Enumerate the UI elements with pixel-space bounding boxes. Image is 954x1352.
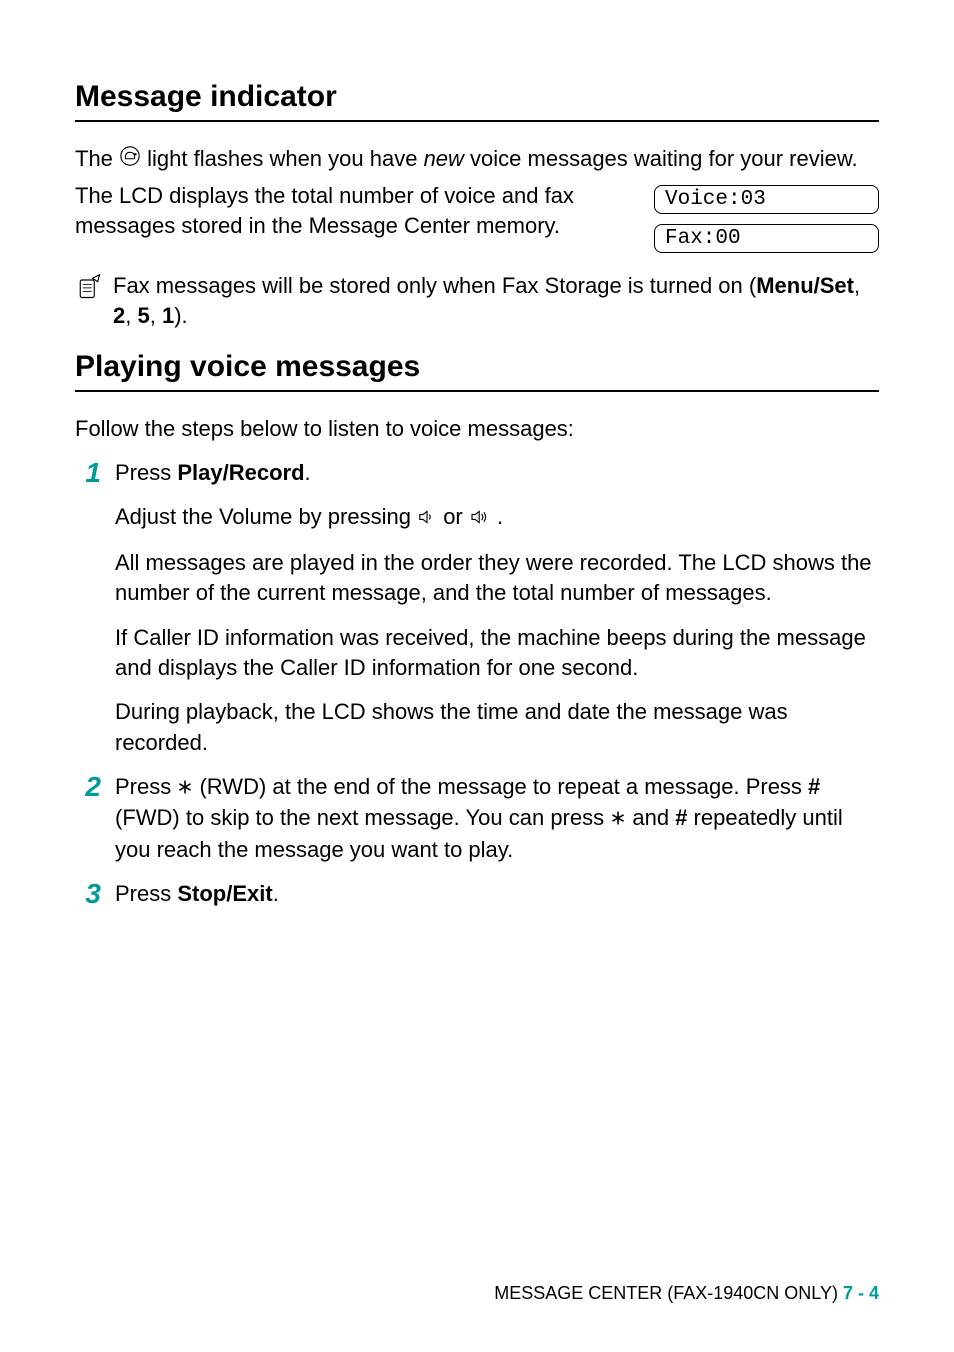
step1-line1: Press Play/Record. bbox=[115, 458, 879, 488]
note-2: 2 bbox=[113, 303, 125, 328]
intro-text-b: light flashes when you have bbox=[147, 146, 423, 171]
text: Press bbox=[115, 881, 177, 906]
note-row: Fax messages will be stored only when Fa… bbox=[75, 271, 879, 330]
lcd-display-voice: Voice:03 bbox=[654, 185, 879, 214]
note-sep2: , bbox=[125, 303, 137, 328]
intro-paragraph: The light flashes when you have new voic… bbox=[75, 144, 879, 175]
note-icon bbox=[75, 273, 103, 307]
star-key-icon bbox=[610, 804, 626, 834]
note-menuset: Menu/Set bbox=[756, 273, 854, 298]
text: . bbox=[497, 504, 503, 529]
text: . bbox=[273, 881, 279, 906]
note-sep3: , bbox=[150, 303, 162, 328]
play-record-label: Play/Record bbox=[177, 460, 304, 485]
section-title-2: Playing voice messages bbox=[75, 350, 879, 384]
text: Press bbox=[115, 774, 177, 799]
step1-line5: During playback, the LCD shows the time … bbox=[115, 697, 879, 758]
step-body: Press Stop/Exit. bbox=[115, 879, 879, 917]
step-number: 3 bbox=[75, 879, 101, 910]
step-list: 1 Press Play/Record. Adjust the Volume b… bbox=[75, 458, 879, 917]
note-1: 1 bbox=[162, 303, 174, 328]
intro-new-word: new bbox=[424, 146, 464, 171]
text: Adjust the Volume by pressing bbox=[115, 504, 417, 529]
volume-down-icon bbox=[417, 503, 437, 533]
step-body: Press Play/Record. Adjust the Volume by … bbox=[115, 458, 879, 766]
text: (RWD) at the end of the message to repea… bbox=[199, 774, 808, 799]
step1-line3: All messages are played in the order the… bbox=[115, 548, 879, 609]
step-number: 2 bbox=[75, 772, 101, 803]
step-1: 1 Press Play/Record. Adjust the Volume b… bbox=[75, 458, 879, 766]
step-number: 1 bbox=[75, 458, 101, 489]
section-title: Message indicator bbox=[75, 80, 879, 114]
lcd-description-text: The LCD displays the total number of voi… bbox=[75, 181, 634, 240]
step1-line4: If Caller ID information was received, t… bbox=[115, 623, 879, 684]
step3-text: Press Stop/Exit. bbox=[115, 879, 879, 909]
text: and bbox=[632, 805, 675, 830]
step-2: 2 Press (RWD) at the end of the message … bbox=[75, 772, 879, 873]
text: Press bbox=[115, 460, 177, 485]
text: (FWD) to skip to the next message. You c… bbox=[115, 805, 610, 830]
step2-text: Press (RWD) at the end of the message to… bbox=[115, 772, 879, 865]
stop-exit-label: Stop/Exit bbox=[177, 881, 272, 906]
note-part1: Fax messages will be stored only when Fa… bbox=[113, 273, 756, 298]
note-part2: ). bbox=[174, 303, 187, 328]
section-rule-2 bbox=[75, 390, 879, 392]
section2-intro: Follow the steps below to listen to voic… bbox=[75, 414, 879, 444]
note-sep1: , bbox=[854, 273, 860, 298]
step1-line2: Adjust the Volume by pressing or . bbox=[115, 502, 879, 533]
note-5: 5 bbox=[137, 303, 149, 328]
lcd-display-fax: Fax:00 bbox=[654, 224, 879, 253]
intro-text-c: voice messages waiting for your review. bbox=[470, 146, 858, 171]
lcd-stack: Voice:03 Fax:00 bbox=[654, 185, 879, 253]
lcd-description-row: The LCD displays the total number of voi… bbox=[75, 181, 879, 253]
page-footer: MESSAGE CENTER (FAX-1940CN ONLY) 7 - 4 bbox=[494, 1283, 879, 1304]
hash-key: # bbox=[808, 774, 820, 799]
star-key-icon bbox=[177, 773, 193, 803]
text-or: or bbox=[443, 504, 469, 529]
text: . bbox=[305, 460, 311, 485]
step-3: 3 Press Stop/Exit. bbox=[75, 879, 879, 917]
step-body: Press (RWD) at the end of the message to… bbox=[115, 772, 879, 873]
message-center-light-icon bbox=[119, 145, 141, 175]
footer-page-number: 7 - 4 bbox=[843, 1283, 879, 1303]
note-text: Fax messages will be stored only when Fa… bbox=[113, 271, 879, 330]
section-rule bbox=[75, 120, 879, 122]
intro-text-a: The bbox=[75, 146, 119, 171]
hash-key: # bbox=[675, 805, 687, 830]
footer-chapter-name: MESSAGE CENTER (FAX-1940CN ONLY) bbox=[494, 1283, 843, 1303]
volume-up-icon bbox=[469, 503, 491, 533]
